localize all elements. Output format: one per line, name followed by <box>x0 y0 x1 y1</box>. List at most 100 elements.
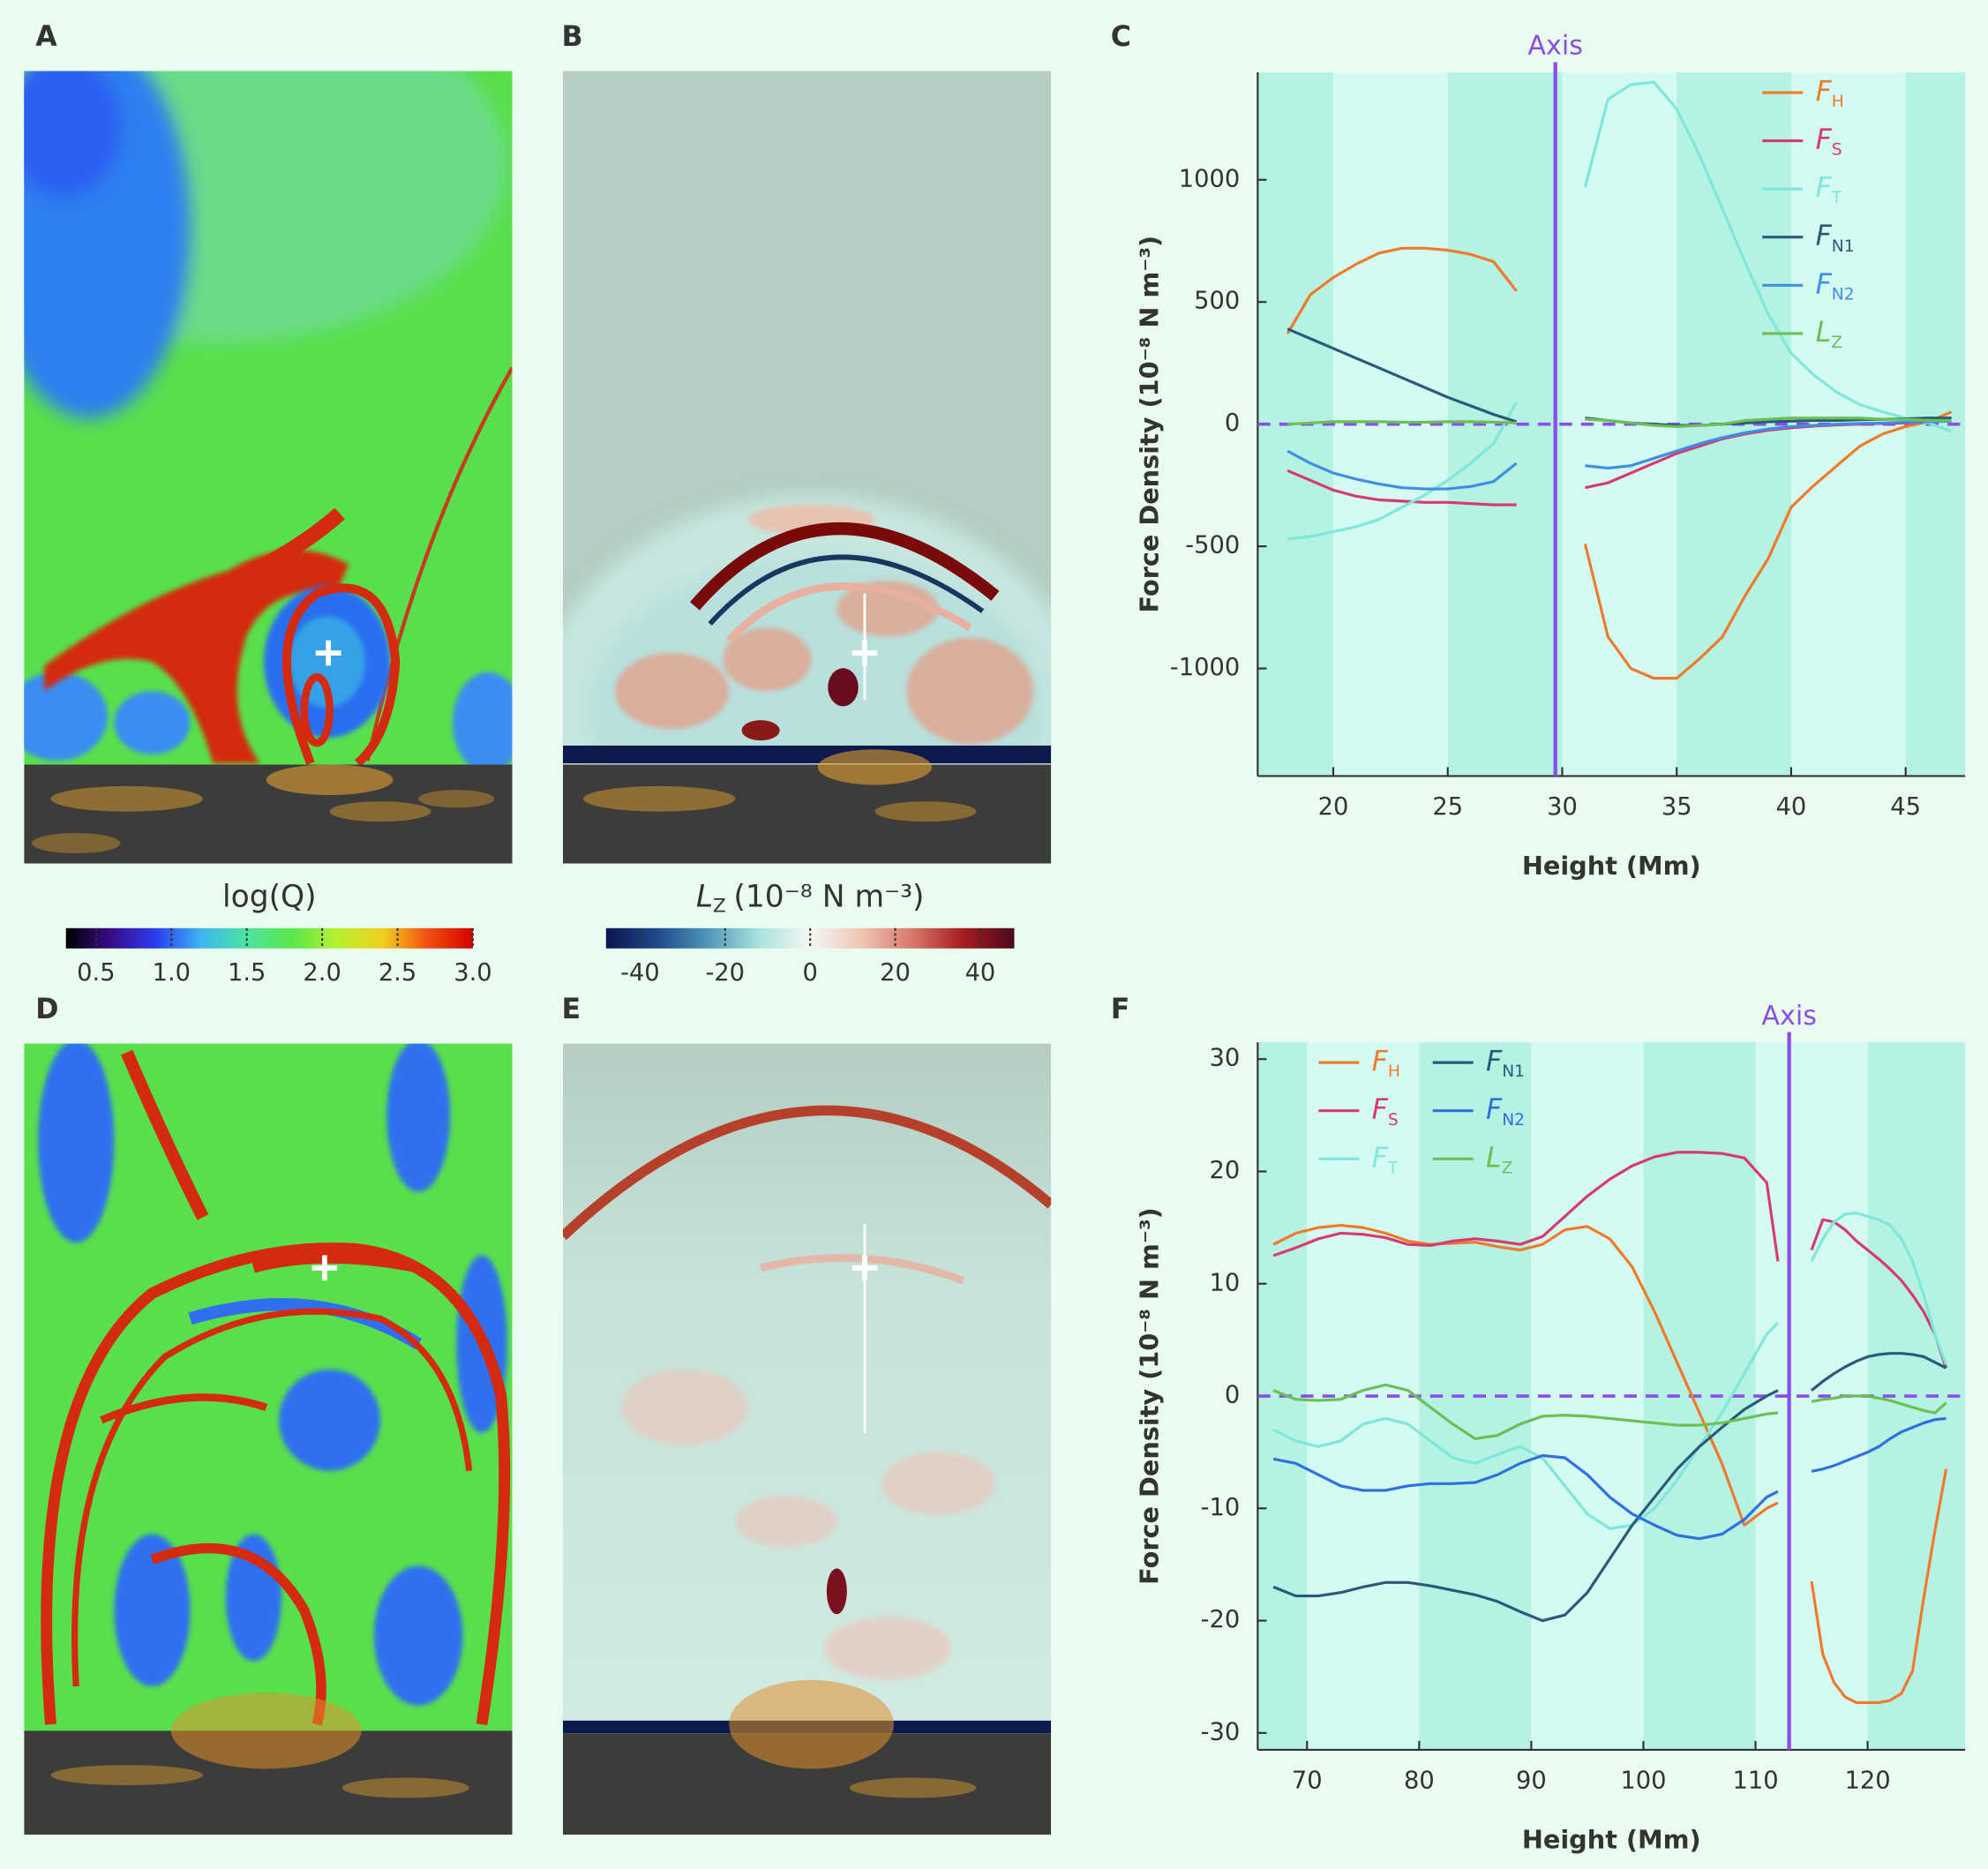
x-tick-label: 120 <box>1845 1767 1891 1794</box>
tick-label: 2.0 <box>303 959 341 987</box>
x-axis-label: Height (Mm) <box>1522 851 1701 881</box>
label-subscript: Z <box>713 895 726 917</box>
colorbar-label: log(Q) <box>222 879 317 914</box>
y-axis-label: Force Density (10⁻⁸ N m⁻³) <box>1135 1207 1165 1585</box>
legend-subscript: Z <box>1502 1159 1513 1177</box>
legend-name: L <box>1486 1142 1502 1174</box>
tick-label: 20 <box>880 959 911 987</box>
legend-name: F <box>1816 124 1833 156</box>
panel-label: A <box>35 21 57 53</box>
label-unit: (10⁻⁸ N m⁻³) <box>733 879 924 914</box>
legend-name: F <box>1816 221 1833 252</box>
x-tick-label: 45 <box>1890 793 1921 821</box>
y-tick-label: 10 <box>1210 1269 1241 1296</box>
y-tick-label: -1000 <box>1170 654 1240 681</box>
x-tick-label: 20 <box>1318 793 1349 821</box>
series-line <box>1272 1383 1947 1440</box>
legend-label: FN1 <box>1816 221 1855 256</box>
x-tick-label: 90 <box>1516 1767 1547 1794</box>
label-text: log(Q) <box>222 879 317 914</box>
legend-subscript: Z <box>1831 333 1842 351</box>
simulation-image <box>562 71 1052 864</box>
label-text: L <box>696 879 713 914</box>
panel-label: F <box>1111 994 1130 1025</box>
series-line <box>1287 80 1953 541</box>
panel-label: E <box>562 994 581 1025</box>
legend-subscript: N2 <box>1832 285 1855 304</box>
legend-subscript: T <box>1387 1159 1399 1177</box>
legend-label: LZ <box>1486 1142 1512 1177</box>
x-tick-label: 80 <box>1404 1767 1435 1794</box>
y-tick-label: -30 <box>1201 1718 1241 1745</box>
legend-label: FS <box>1816 124 1842 160</box>
x-tick-label: 40 <box>1776 793 1807 821</box>
x-tick-label: 25 <box>1432 793 1463 821</box>
y-tick-label: 500 <box>1194 288 1240 315</box>
axis-marker-label: Axis <box>1527 31 1583 62</box>
legend-subscript: N1 <box>1832 236 1855 255</box>
tick-label: 0 <box>802 959 817 987</box>
series-line <box>1287 419 1952 491</box>
simulation-image <box>24 1043 513 1835</box>
simulation-image <box>562 1043 1052 1835</box>
legend-subscript: S <box>1388 1110 1399 1129</box>
legend-subscript: N2 <box>1502 1110 1525 1129</box>
series-line <box>1287 417 1952 429</box>
legend-subscript: S <box>1832 140 1842 159</box>
colorbar-label: LZ (10⁻⁸ N m⁻³) <box>696 879 925 918</box>
tick-label: 0.5 <box>77 959 115 987</box>
tick-label: 3.0 <box>454 959 491 987</box>
y-tick-label: -500 <box>1185 532 1240 559</box>
legend-label: LZ <box>1816 317 1842 352</box>
panel-label: D <box>35 994 58 1025</box>
colorbar <box>65 927 473 949</box>
legend-name: F <box>1816 172 1833 204</box>
simulation-image <box>24 71 513 864</box>
legend-label: FS <box>1372 1094 1399 1130</box>
y-tick-label: 0 <box>1225 409 1240 437</box>
series-line <box>1286 246 1953 680</box>
series-line <box>1272 1223 1948 1705</box>
legend-label: FH <box>1372 1046 1400 1081</box>
x-tick-label: 70 <box>1292 1767 1323 1794</box>
legend-label: FH <box>1816 76 1844 111</box>
y-tick-label: 20 <box>1210 1157 1241 1184</box>
legend-label: FT <box>1372 1142 1399 1177</box>
legend-name: F <box>1372 1094 1389 1126</box>
legend-name: F <box>1372 1046 1389 1077</box>
y-tick-label: 1000 <box>1179 165 1240 192</box>
series-line <box>1272 1416 1947 1541</box>
legend-label: FN2 <box>1816 268 1855 304</box>
legend-label: FN2 <box>1486 1094 1525 1130</box>
legend-name: F <box>1816 268 1833 300</box>
legend-name: L <box>1816 317 1832 349</box>
y-axis-label: Force Density (10⁻⁸ N m⁻³) <box>1135 236 1165 613</box>
legend-subscript: T <box>1831 189 1842 207</box>
x-tick-label: 35 <box>1662 793 1692 821</box>
tick-label: 1.5 <box>228 959 266 987</box>
x-tick-label: 30 <box>1547 793 1578 821</box>
x-tick-label: 110 <box>1732 1767 1778 1794</box>
panel-label: B <box>562 21 583 53</box>
series-line <box>1272 1211 1948 1530</box>
tick-label: 1.0 <box>153 959 191 987</box>
legend-name: F <box>1486 1046 1503 1077</box>
tick-label: -40 <box>620 959 660 987</box>
y-tick-label: -20 <box>1201 1606 1241 1633</box>
x-axis-label: Height (Mm) <box>1522 1824 1701 1854</box>
legend-name: F <box>1816 76 1833 108</box>
y-tick-label: 0 <box>1225 1382 1240 1409</box>
legend-name: F <box>1372 1142 1389 1174</box>
axis-marker-label: Axis <box>1761 1001 1817 1032</box>
legend-subscript: N1 <box>1502 1062 1525 1081</box>
legend-label: FT <box>1816 172 1842 207</box>
y-tick-label: -10 <box>1201 1494 1241 1521</box>
legend-name: F <box>1486 1094 1503 1126</box>
panel-label: C <box>1111 21 1131 53</box>
tick-label: 2.5 <box>379 959 416 987</box>
series-line <box>1272 1352 1947 1623</box>
legend-subscript: H <box>1388 1062 1400 1081</box>
tick-label: -20 <box>705 959 745 987</box>
